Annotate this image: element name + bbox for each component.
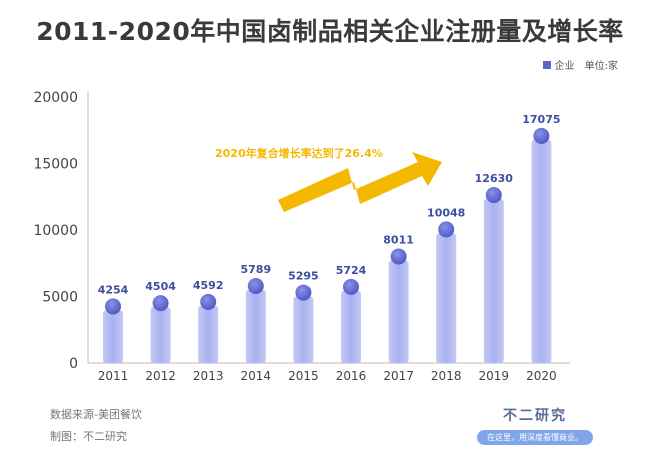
x-tick-label: 2015 [288,369,319,383]
bar-cap-ball [247,278,264,295]
bar-cap-ball [295,284,312,301]
bar-cap-ball [343,278,359,295]
x-tick-label: 2017 [383,369,414,383]
bar [103,310,123,363]
brand-logo: 不二研究 在这里，用深度看懂商业。 [470,405,600,445]
bar-cap-ball [533,127,550,144]
bar-cap-ball [438,221,455,238]
bar-cap-ball [105,298,121,315]
x-tick-label: 2016 [336,369,367,383]
data-label: 4504 [145,280,176,293]
x-tick-label: 2014 [241,369,272,383]
brand-name: 不二研究 [503,408,567,424]
legend: 企业 单位:家 [542,57,618,72]
bar [483,199,504,363]
data-label: 5789 [240,263,271,276]
legend-swatch [542,60,551,69]
y-tick-label: 10000 [33,223,78,239]
bar [531,139,552,363]
x-tick-label: 2011 [98,369,129,383]
data-label: 8011 [383,233,414,246]
bar [150,307,171,363]
y-tick-label: 0 [69,356,78,372]
bar [436,233,457,363]
bar [341,290,361,363]
bar-cap-ball [200,293,217,310]
brand-tagline: 在这里，用深度看懂商业。 [477,430,593,445]
data-label: 10048 [427,206,465,219]
annotation-text: 2020年复合增长率达到了26.4% [215,146,383,160]
legend-unit: 单位:家 [584,61,618,72]
data-label: 4254 [98,283,129,296]
x-tick-label: 2012 [145,369,176,383]
bar-cap-ball [485,187,502,204]
data-label: 4592 [193,279,224,292]
bar [198,305,219,363]
maker-note: 制图：不二研究 [50,430,127,443]
data-label: 12630 [475,172,514,185]
bar [293,296,314,363]
source-note: 数据来源-美团餐饮 [50,408,142,421]
bar [245,290,266,363]
legend-series-name: 企业 [554,61,575,72]
chart-plot: 0 5000 10000 15000 20000 2011 2012 2013 2014 2015… [33,90,570,383]
y-tick-label: 15000 [33,157,78,173]
x-tick-label: 2018 [431,369,462,383]
y-tick-label: 20000 [33,90,78,106]
x-tick-label: 2013 [193,369,224,383]
chart-title: 2011-2020年中国卤制品相关企业注册量及增长率 [36,17,624,46]
x-tick-label: 2020 [526,369,557,383]
growth-arrow [278,152,442,212]
x-tick-label: 2019 [479,369,510,383]
data-label: 5295 [288,270,319,283]
bar-cap-ball [390,248,407,265]
bar [388,260,409,363]
data-label: 5724 [336,264,367,277]
data-label: 17075 [522,113,560,126]
y-tick-label: 5000 [42,290,78,306]
bar-cap-ball [152,295,169,312]
